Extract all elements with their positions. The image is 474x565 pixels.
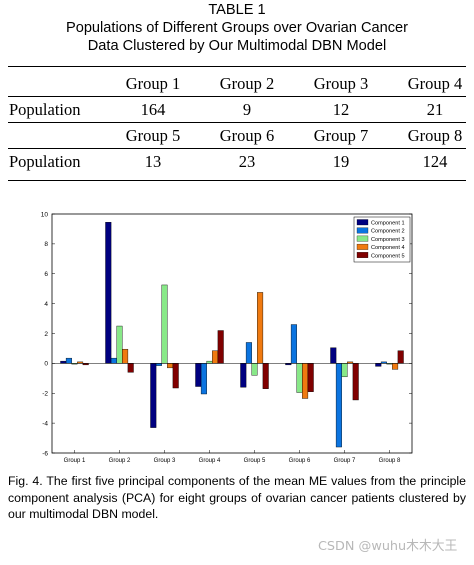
bar: [307, 363, 314, 392]
legend-label: Component 3: [371, 237, 405, 243]
y-tick-label: 6: [44, 271, 48, 278]
x-tick-label: Group 3: [154, 458, 176, 464]
table-header-cell: Group 3: [313, 74, 369, 93]
y-tick-label: -2: [42, 391, 48, 398]
table-cell: 21: [426, 100, 444, 119]
x-tick-label: Group 7: [334, 458, 356, 464]
table-bottom-rule: [8, 180, 466, 182]
table-header-cell: Group 6: [219, 126, 275, 145]
table-caption: TABLE 1 Populations of Different Groups …: [0, 1, 474, 55]
plot-frame: [51, 213, 413, 454]
table-mid-rule-2: [8, 148, 466, 149]
bar: [296, 363, 303, 393]
bar: [116, 325, 123, 364]
bar: [206, 360, 213, 364]
table-cell: 124: [422, 152, 448, 171]
table-cell: 13: [144, 152, 162, 171]
bar: [352, 363, 359, 401]
bar: [262, 363, 269, 389]
bar: [200, 363, 207, 395]
pca-bar-chart: Group 1 Group 2 Group 3 Group 4 Group 5 Group…: [41, 211, 413, 464]
y-tick-label: 10: [41, 211, 49, 218]
bar: [290, 324, 297, 364]
bar: [245, 342, 252, 364]
watermark: CSDN @wuhu木木大王: [318, 539, 458, 554]
x-tick-label: Group 1: [64, 458, 86, 464]
bar: [155, 363, 162, 366]
table-header-cell: Group 5: [125, 126, 181, 145]
legend-label: Component 1: [371, 221, 405, 227]
y-tick-label: 2: [44, 331, 48, 338]
bar: [127, 363, 134, 373]
table-cell: 9: [242, 100, 252, 119]
table-header-cell: Group 7: [313, 126, 369, 145]
table-cell: 19: [332, 152, 350, 171]
legend-label: Component 2: [371, 229, 405, 235]
table-header-rule: [8, 96, 466, 97]
legend-label: Component 4: [371, 245, 405, 251]
bar: [60, 360, 67, 364]
table-header-cell: Group 8: [407, 126, 463, 145]
bar: [110, 357, 117, 364]
table-title-line-2: Data Clustered by Our Multimodal DBN Mod…: [87, 38, 387, 54]
bar: [330, 347, 337, 364]
table-cell: 23: [238, 152, 256, 171]
bar: [335, 363, 342, 448]
x-tick-label: Group 5: [244, 458, 266, 464]
legend-swatch: [356, 235, 369, 242]
bar: [212, 350, 219, 364]
bar: [122, 348, 129, 364]
bar: [105, 222, 112, 364]
bar: [240, 363, 247, 388]
table-row-label: Population: [9, 100, 81, 119]
table-cell: 12: [332, 100, 350, 119]
table-number: TABLE 1: [208, 2, 266, 18]
table-top-rule: [8, 66, 466, 68]
legend-label: Component 5: [371, 253, 405, 259]
bar: [257, 292, 264, 364]
table-header-cell: Group 4: [407, 74, 463, 93]
legend-swatch: [356, 219, 369, 226]
bar: [167, 363, 174, 369]
legend-swatch: [356, 227, 369, 234]
y-tick-label: 8: [44, 241, 48, 248]
bar: [150, 363, 157, 428]
y-tick-label: -4: [42, 420, 48, 427]
bar: [172, 363, 179, 389]
table-title-line-1: Populations of Different Groups over Ova…: [65, 20, 409, 36]
x-tick-label: Group 6: [289, 458, 311, 464]
x-tick-label: Group 4: [199, 458, 221, 464]
legend-swatch: [356, 243, 369, 250]
table-mid-rule: [8, 122, 466, 123]
y-tick-label: 4: [44, 301, 48, 308]
x-tick-label: Group 8: [379, 458, 401, 464]
bar: [302, 363, 309, 399]
y-tick-label: 0: [44, 361, 48, 368]
bar: [341, 363, 348, 378]
bar: [195, 363, 202, 387]
bar: [251, 363, 258, 376]
table-row-label: Population: [9, 152, 81, 171]
x-tick-label: Group 2: [109, 458, 131, 464]
table-header-cell: Group 1: [125, 74, 181, 93]
bar: [375, 363, 382, 367]
bar: [397, 350, 404, 364]
legend-swatch: [356, 252, 369, 258]
table-header-cell: Group 2: [219, 74, 275, 93]
table-cell: 164: [140, 100, 166, 119]
bar: [217, 330, 224, 364]
bar: [65, 357, 72, 364]
y-tick-label: -6: [42, 450, 48, 457]
bar: [161, 284, 168, 364]
figure-caption: Fig. 4. The first five principal compone…: [8, 474, 466, 521]
bar: [392, 363, 399, 370]
